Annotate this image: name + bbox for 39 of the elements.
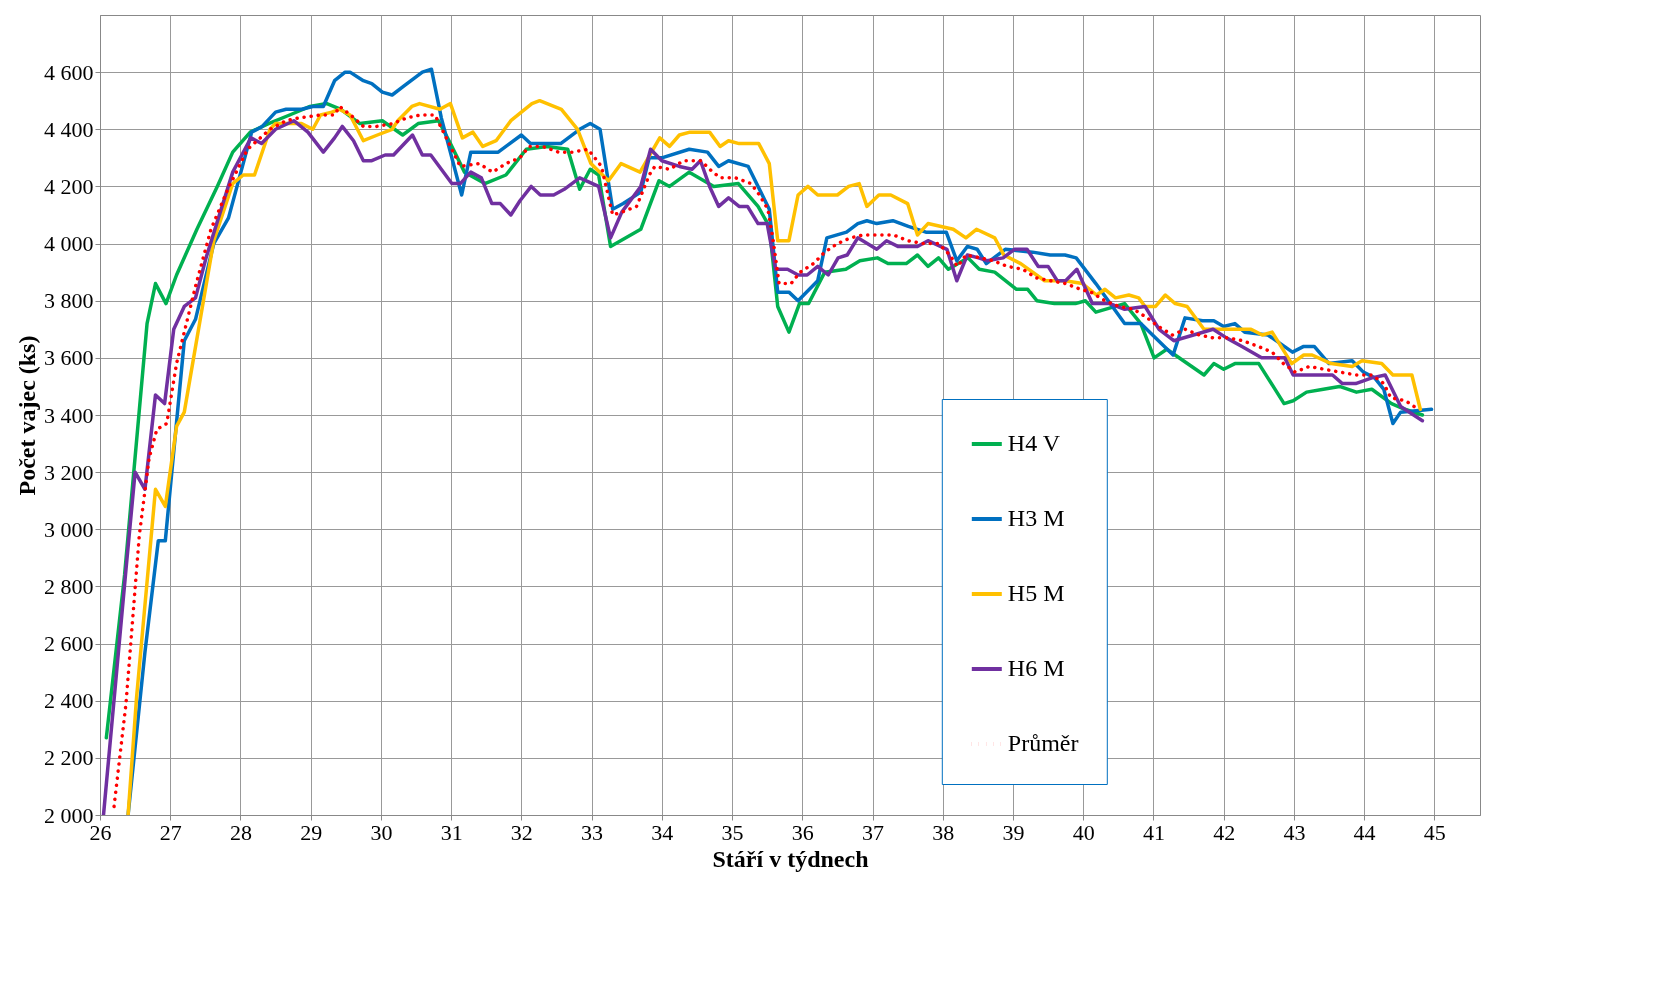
y-tick-label: 4 200 [44, 173, 94, 199]
x-tick-label: 34 [651, 819, 674, 845]
y-tick-label: 4 000 [44, 231, 94, 257]
legend-label: H4 V [1007, 430, 1061, 456]
x-tick-label: 39 [1002, 819, 1025, 845]
y-axis-title: Počet vajec (ks) [14, 335, 40, 496]
legend-label: H6 M [1007, 655, 1065, 681]
y-tick-label: 2 600 [44, 631, 94, 657]
x-tick-label: 30 [370, 819, 393, 845]
y-tick-label: 3 400 [44, 402, 94, 428]
y-tick-label: 2 200 [44, 745, 94, 771]
y-tick-label: 2 800 [44, 573, 94, 599]
x-tick-label: 32 [510, 819, 533, 845]
x-tick-label: 44 [1353, 819, 1376, 845]
y-tick-label: 4 600 [44, 59, 94, 85]
x-tick-label: 43 [1283, 819, 1306, 845]
x-tick-label: 42 [1213, 819, 1236, 845]
y-tick-label: 3 000 [44, 516, 94, 542]
y-tick-label: 3 800 [44, 288, 94, 314]
x-tick-label: 28 [229, 819, 252, 845]
x-tick-label: 36 [791, 819, 814, 845]
x-tick-label: 45 [1423, 819, 1446, 845]
x-tick-label: 35 [721, 819, 744, 845]
x-tick-label: 41 [1142, 819, 1165, 845]
x-axis-title: Stáří v týdnech [712, 845, 869, 872]
y-tick-label: 2 400 [44, 688, 94, 714]
x-tick-label: 33 [581, 819, 604, 845]
legend-label: Průměr [1007, 730, 1079, 756]
legend-label: H3 M [1007, 505, 1065, 531]
legend-label: H5 M [1007, 580, 1065, 606]
y-tick-label: 3 600 [44, 345, 94, 371]
x-tick-label: 27 [159, 819, 182, 845]
x-tick-label: 37 [862, 819, 885, 845]
y-tick-label: 4 400 [44, 116, 94, 142]
x-tick-label: 31 [440, 819, 463, 845]
y-tick-label: 3 200 [44, 459, 94, 485]
x-tick-label: 40 [1072, 819, 1095, 845]
x-tick-label: 29 [300, 819, 323, 845]
x-tick-label: 38 [932, 819, 955, 845]
